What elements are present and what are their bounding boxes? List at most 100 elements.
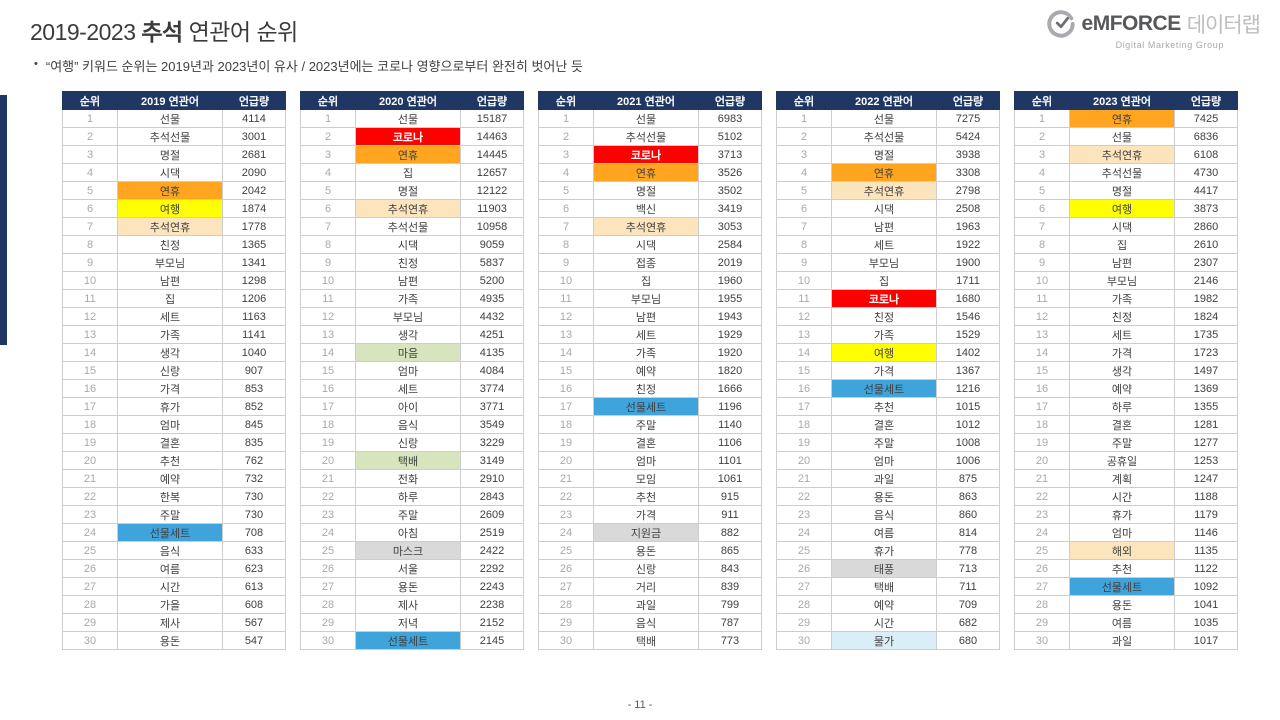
count-cell: 1041 <box>1174 595 1238 614</box>
word-cell: 지원금 <box>593 523 699 542</box>
word-cell: 가족 <box>1069 289 1175 308</box>
count-cell: 814 <box>936 523 1000 542</box>
rank-cell: 10 <box>300 271 356 290</box>
rank-cell: 23 <box>776 505 832 524</box>
table-row: 16 선물세트 1216 <box>776 379 1000 398</box>
word-cell: 택배 <box>593 631 699 650</box>
count-cell: 547 <box>222 631 286 650</box>
rank-cell: 3 <box>776 145 832 164</box>
table-row: 20 택배 3149 <box>300 451 524 470</box>
count-cell: 2019 <box>698 253 762 272</box>
rank-cell: 18 <box>300 415 356 434</box>
table-row: 29 제사 567 <box>62 613 286 632</box>
table-row: 10 부모님 2146 <box>1014 271 1238 290</box>
rank-cell: 6 <box>538 199 594 218</box>
count-cell: 839 <box>698 577 762 596</box>
rank-cell: 8 <box>538 235 594 254</box>
count-cell: 865 <box>698 541 762 560</box>
word-cell: 결혼 <box>593 433 699 452</box>
word-cell: 가족 <box>117 325 223 344</box>
word-cell: 남편 <box>831 217 937 236</box>
rank-cell: 16 <box>776 379 832 398</box>
table-row: 19 주말 1008 <box>776 433 1000 452</box>
count-cell: 5102 <box>698 127 762 146</box>
rank-cell: 10 <box>62 271 118 290</box>
count-cell: 1206 <box>222 289 286 308</box>
table-row: 7 추석선물 10958 <box>300 217 524 236</box>
table-row: 4 연휴 3526 <box>538 163 762 182</box>
count-cell: 14445 <box>460 145 524 164</box>
rank-table: 순위 2022 연관어 언급량 1 선물 7275 2 추석선물 5424 3 명절 3938 4 연휴 3… <box>776 91 1000 650</box>
rank-cell: 7 <box>1014 217 1070 236</box>
count-cell: 4417 <box>1174 181 1238 200</box>
word-cell: 추석선물 <box>1069 163 1175 182</box>
count-cell: 1900 <box>936 253 1000 272</box>
table-row: 14 가격 1723 <box>1014 343 1238 362</box>
count-cell: 680 <box>936 631 1000 650</box>
rank-table: 순위 2021 연관어 언급량 1 선물 6983 2 추석선물 5102 3 코로나 3713 4 연휴… <box>538 91 762 650</box>
word-cell: 엄마 <box>117 415 223 434</box>
word-cell: 가족 <box>831 325 937 344</box>
rank-cell: 6 <box>1014 199 1070 218</box>
count-cell: 708 <box>222 523 286 542</box>
word-cell: 세트 <box>117 307 223 326</box>
table-row: 27 선물세트 1092 <box>1014 577 1238 596</box>
table-row: 5 명절 3502 <box>538 181 762 200</box>
table-row: 29 시간 682 <box>776 613 1000 632</box>
table-row: 23 주말 730 <box>62 505 286 524</box>
count-cell: 911 <box>698 505 762 524</box>
table-row: 21 예약 732 <box>62 469 286 488</box>
left-accent-bar <box>0 95 7 345</box>
word-cell: 결혼 <box>1069 415 1175 434</box>
table-row: 6 여행 1874 <box>62 199 286 218</box>
word-cell: 연휴 <box>593 163 699 182</box>
table-row: 15 가격 1367 <box>776 361 1000 380</box>
word-cell: 세트 <box>355 379 461 398</box>
word-cell: 추석연휴 <box>355 199 461 218</box>
table-row: 27 택배 711 <box>776 577 1000 596</box>
word-cell: 결혼 <box>117 433 223 452</box>
count-cell: 860 <box>936 505 1000 524</box>
word-cell: 부모님 <box>831 253 937 272</box>
word-cell: 신랑 <box>355 433 461 452</box>
word-cell: 집 <box>593 271 699 290</box>
table-row: 30 택배 773 <box>538 631 762 650</box>
rank-cell: 17 <box>62 397 118 416</box>
word-cell: 여름 <box>117 559 223 578</box>
count-cell: 5837 <box>460 253 524 272</box>
rank-cell: 28 <box>538 595 594 614</box>
table-row: 5 추석연휴 2798 <box>776 181 1000 200</box>
rank-cell: 12 <box>538 307 594 326</box>
count-cell: 852 <box>222 397 286 416</box>
table-row: 27 용돈 2243 <box>300 577 524 596</box>
count-cell: 1106 <box>698 433 762 452</box>
table-row: 18 엄마 845 <box>62 415 286 434</box>
table-row: 26 여름 623 <box>62 559 286 578</box>
table-row: 14 여행 1402 <box>776 343 1000 362</box>
column-header: 언급량 <box>1174 91 1238 110</box>
rank-cell: 16 <box>538 379 594 398</box>
count-cell: 4935 <box>460 289 524 308</box>
word-cell: 시댁 <box>117 163 223 182</box>
count-cell: 787 <box>698 613 762 632</box>
count-cell: 1298 <box>222 271 286 290</box>
word-cell: 백신 <box>593 199 699 218</box>
rank-cell: 25 <box>300 541 356 560</box>
count-cell: 2860 <box>1174 217 1238 236</box>
table-row: 4 추석선물 4730 <box>1014 163 1238 182</box>
table-row: 24 여름 814 <box>776 523 1000 542</box>
word-cell: 예약 <box>117 469 223 488</box>
table-row: 8 친정 1365 <box>62 235 286 254</box>
rank-cell: 29 <box>776 613 832 632</box>
word-cell: 가격 <box>593 505 699 524</box>
count-cell: 3149 <box>460 451 524 470</box>
word-cell: 주말 <box>355 505 461 524</box>
word-cell: 음식 <box>593 613 699 632</box>
column-header: 순위 <box>776 91 832 110</box>
word-cell: 시댁 <box>355 235 461 254</box>
count-cell: 845 <box>222 415 286 434</box>
word-cell: 추석선물 <box>831 127 937 146</box>
word-cell: 친정 <box>1069 307 1175 326</box>
rank-cell: 7 <box>62 217 118 236</box>
count-cell: 1196 <box>698 397 762 416</box>
